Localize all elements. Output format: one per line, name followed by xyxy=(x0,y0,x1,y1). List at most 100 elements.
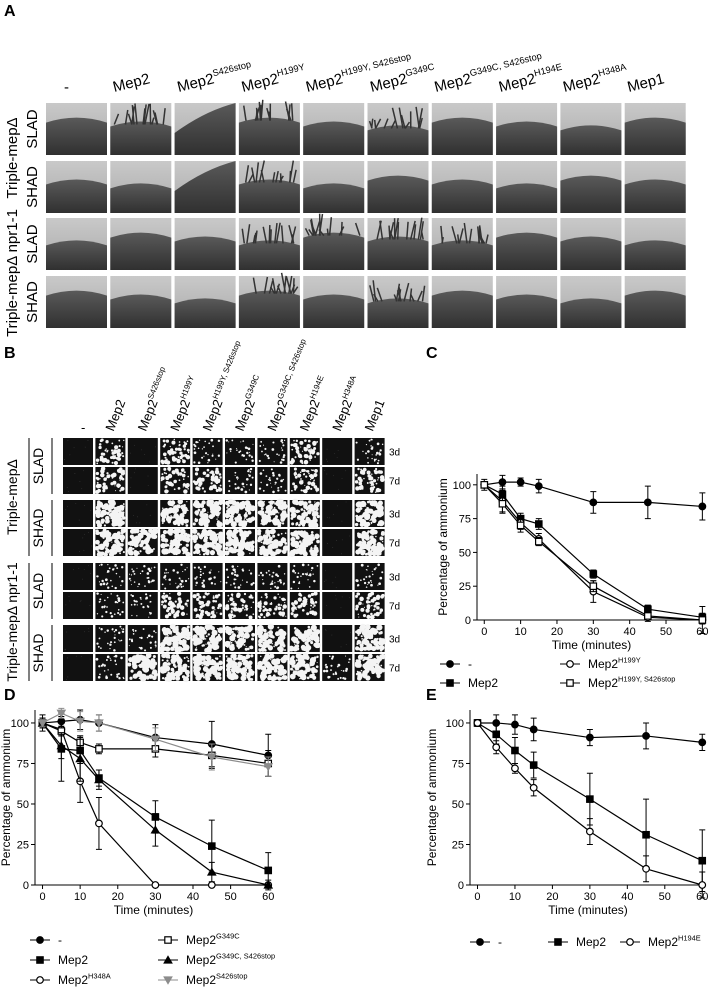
colony-dot xyxy=(301,572,305,576)
filament xyxy=(290,284,296,294)
filament xyxy=(451,226,458,244)
colony-dot xyxy=(243,609,246,611)
colony-dot xyxy=(260,517,268,524)
colony-dot xyxy=(130,639,133,642)
colony-dot xyxy=(118,445,121,448)
colony-dot xyxy=(204,440,206,443)
colony-dot xyxy=(247,677,252,682)
colony-dot xyxy=(214,506,217,510)
legend-label-base: - xyxy=(468,657,472,671)
filament xyxy=(404,121,411,129)
colony-dot xyxy=(365,600,370,604)
colony-dot xyxy=(363,657,367,661)
colony-dot xyxy=(115,456,119,460)
colony-dot xyxy=(158,646,166,653)
colony-dot xyxy=(112,472,117,478)
colony-dot xyxy=(109,648,111,650)
colony-dot xyxy=(132,547,135,550)
colony-dot xyxy=(323,581,325,582)
colony-dot xyxy=(299,471,302,473)
colony-dot xyxy=(375,482,378,485)
colony-dot xyxy=(367,592,373,598)
colony-dot xyxy=(367,565,369,568)
colony-dot xyxy=(379,631,383,635)
colony-dot xyxy=(304,449,307,452)
colony-dot xyxy=(164,661,167,664)
colony-dot xyxy=(367,581,370,584)
colony-dot xyxy=(311,566,314,570)
colony-dot xyxy=(216,518,218,520)
strain-label: Mep2 xyxy=(102,397,128,433)
colony-dot xyxy=(164,572,166,574)
colony-dot xyxy=(332,582,334,584)
colony-dot xyxy=(179,455,183,460)
strain-label-base: Mep2 xyxy=(199,397,225,433)
colony-dot xyxy=(149,594,152,597)
colony-dot xyxy=(109,641,113,644)
colony-dot xyxy=(316,539,320,544)
colony-dot xyxy=(366,596,370,600)
colony-dot xyxy=(131,614,133,617)
strain-label-base: Mep2 xyxy=(175,70,216,96)
filament xyxy=(388,222,395,240)
colony-dot xyxy=(102,489,106,493)
colony-dot xyxy=(205,635,208,638)
colony-dot xyxy=(113,649,116,652)
colony-dot xyxy=(300,674,307,681)
filament xyxy=(258,160,266,183)
colony-dot xyxy=(246,672,251,677)
colony-dot xyxy=(136,604,138,606)
marker xyxy=(643,498,652,507)
colony-dot xyxy=(356,502,361,507)
colony-dot xyxy=(199,505,202,508)
colony-dot xyxy=(297,572,300,574)
colony-dot xyxy=(251,637,255,641)
plate-image xyxy=(95,438,126,465)
colony-dot xyxy=(168,481,173,487)
colony-dot xyxy=(183,482,185,485)
colony-dot xyxy=(206,593,209,596)
colony-dot xyxy=(212,503,219,510)
colony-dot xyxy=(299,550,302,553)
legend-label-sup: H194E xyxy=(678,934,701,943)
colony-dot xyxy=(232,600,235,603)
x-tick-label: 30 xyxy=(587,626,599,638)
colony-dot xyxy=(234,542,236,545)
panel-label: A xyxy=(4,3,16,20)
colony-dot xyxy=(84,533,86,535)
colony-dot xyxy=(260,502,263,505)
colony-dot xyxy=(298,581,301,583)
colony-dot xyxy=(183,657,186,660)
colony-dot xyxy=(271,531,275,535)
legend-label: Mep2 xyxy=(58,953,88,967)
colony-dot xyxy=(165,609,170,613)
legend-marker xyxy=(36,956,44,964)
colony-dot xyxy=(212,599,216,603)
colony-dot xyxy=(139,646,143,650)
colony-dot xyxy=(180,611,186,616)
colony-dot xyxy=(274,585,277,588)
colony-dot xyxy=(206,473,210,478)
colony-dot xyxy=(240,538,245,542)
colony-dot xyxy=(379,654,384,659)
marker xyxy=(94,774,104,784)
colony-dot xyxy=(312,606,314,608)
filament xyxy=(421,285,426,302)
colony-dot xyxy=(116,543,121,548)
colony-dot xyxy=(374,491,377,493)
filament xyxy=(280,225,284,244)
colony-dot xyxy=(116,594,119,597)
medium-label: SHAD xyxy=(30,509,46,548)
colony-dot xyxy=(137,670,142,676)
colony-dot xyxy=(174,468,179,473)
colony-dot xyxy=(241,604,244,607)
colony-dot xyxy=(311,673,315,677)
colony-dot xyxy=(121,469,125,473)
colony-dot xyxy=(309,610,313,615)
filament xyxy=(406,221,409,240)
colony-dot xyxy=(205,643,207,645)
colony-dot xyxy=(137,585,139,588)
colony-dot xyxy=(238,640,243,644)
colony-dot xyxy=(66,487,68,489)
strain-label: Mep2H348A xyxy=(561,62,630,96)
